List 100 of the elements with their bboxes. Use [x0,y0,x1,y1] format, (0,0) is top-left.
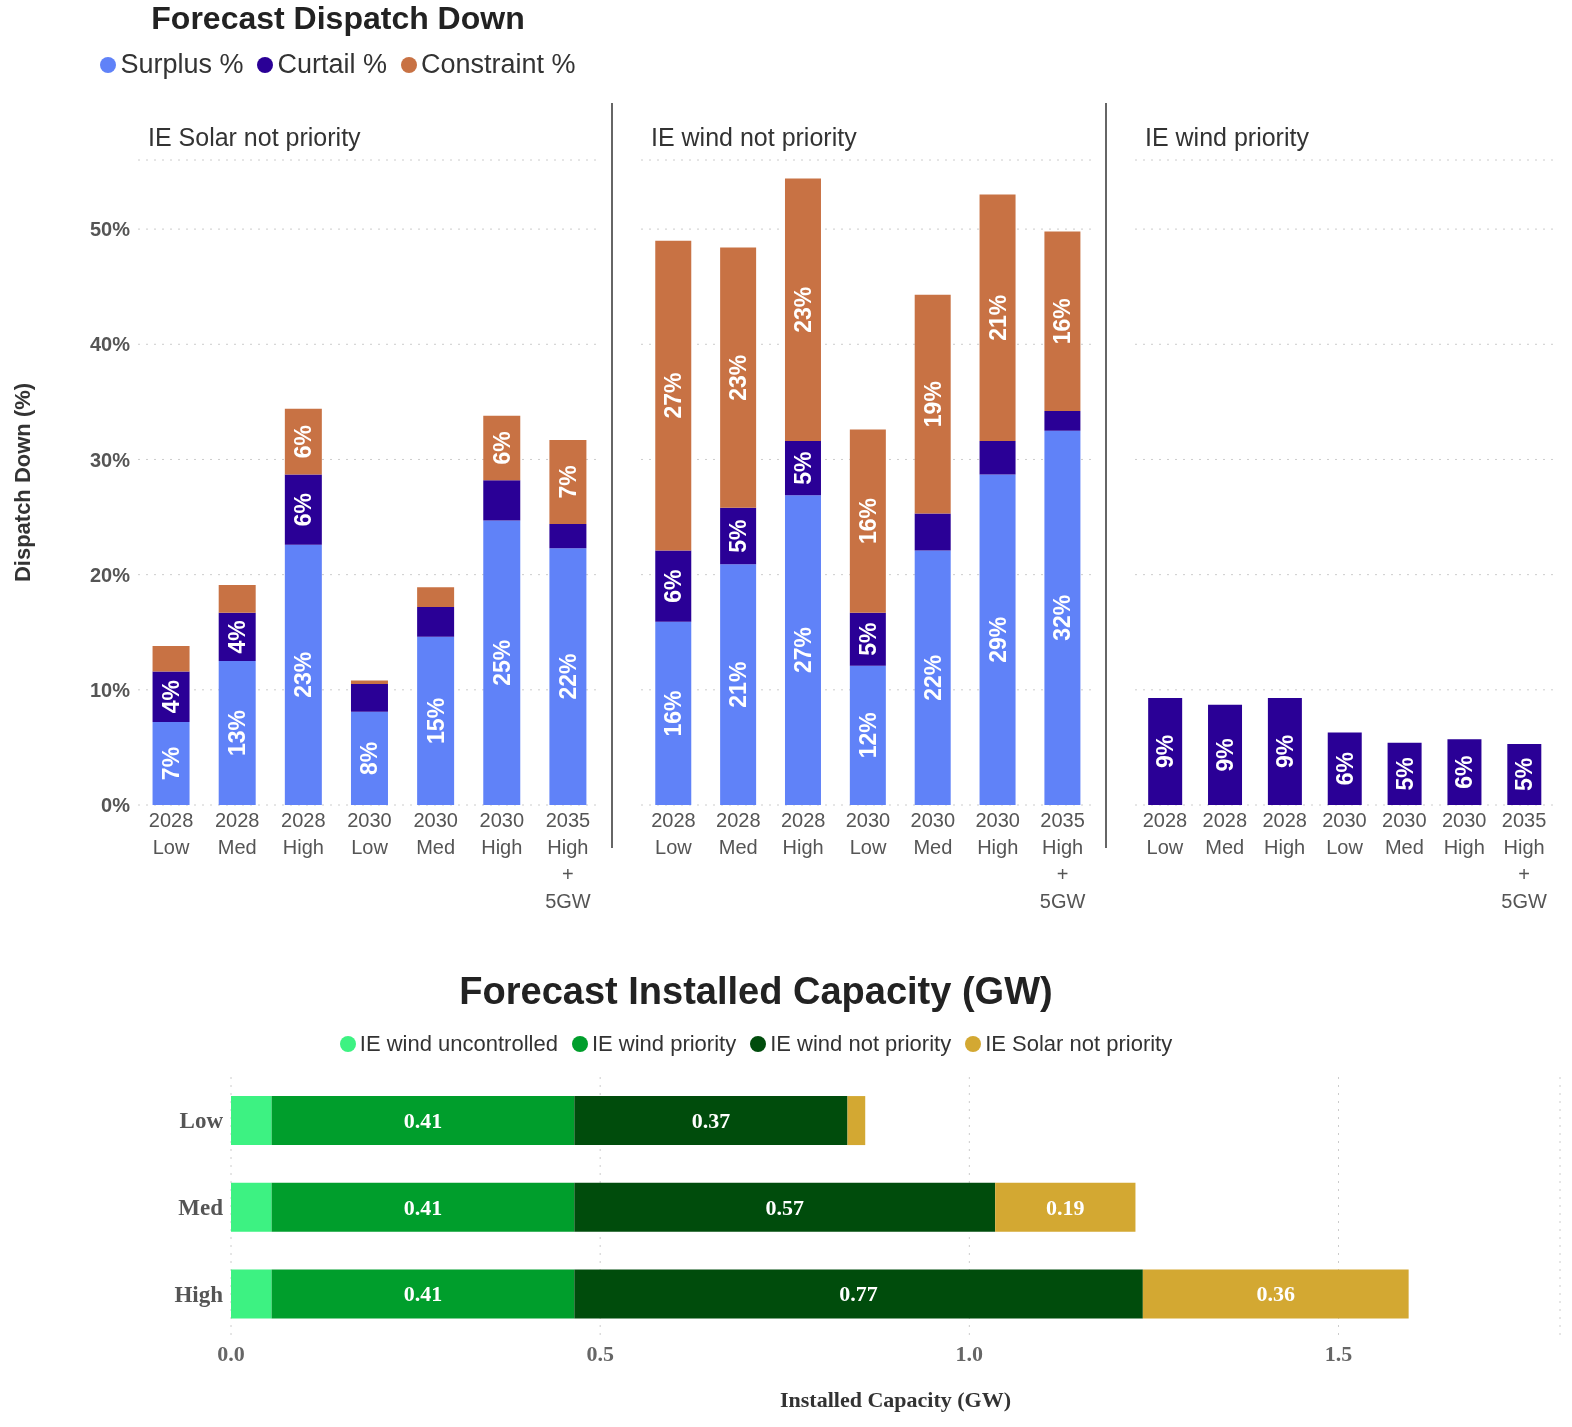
x-tick-label: 2030 High [479,809,525,858]
bar [849,665,886,805]
data-label: 0.41 [403,1281,443,1307]
data-label: 27% [660,372,687,419]
data-label: 23% [789,286,816,333]
data-label: 7% [158,746,185,781]
y-tick-label: 50% [89,218,131,241]
data-label: 9% [1212,738,1239,772]
data-label: 5% [789,451,816,485]
legend-label: IE wind not priority [770,1031,952,1057]
data-label: 0.36 [1256,1281,1295,1307]
data-label: 4% [224,620,251,654]
data-label: 25% [488,639,515,686]
x-tick-label: 2030 Low [1322,809,1367,858]
bar [655,621,692,805]
legend-label: Curtail % [277,49,387,80]
data-label: 22% [919,654,946,701]
legend-label: IE wind priority [591,1031,737,1057]
bar [995,1182,1136,1232]
y-tick-label: Med [178,1195,224,1221]
bar [847,1096,866,1146]
data-label: 0.19 [1046,1194,1085,1220]
data-label: 5% [1511,757,1538,792]
data-label: 16% [1049,298,1076,345]
x-tick-label: 2028 Low [148,809,194,858]
x-tick-label: 1.0 [955,1340,984,1366]
data-label: 16% [660,690,687,737]
x-tick-label: 0.5 [586,1340,614,1366]
y-tick-label: 10% [89,678,131,701]
data-label: 13% [224,709,251,757]
bar [914,294,951,514]
y-tick-label: High [174,1281,224,1307]
bar [549,548,587,805]
y-tick-label: 40% [89,333,131,356]
data-label: 5% [1391,757,1418,791]
bar [979,474,1016,805]
chart-subtitle: IE Solar not priority [148,123,361,152]
x-tick-label: 2035 High + 5GW [545,809,591,912]
legend-label: IE wind uncontrolled [359,1031,558,1057]
data-label: 9% [1271,734,1298,769]
chart-title: Forecast Installed Capacity (GW) [458,970,1054,1013]
x-tick-label: 2028 Med [214,809,260,858]
bar [979,194,1016,442]
x-tick-label: 2030 High [975,809,1020,858]
data-label: 19% [919,381,946,428]
x-tick-label: 2028 High [1262,809,1307,858]
data-label: 16% [854,498,881,545]
data-label: 0.57 [765,1194,804,1220]
bar [1044,231,1081,412]
x-tick-label: 2030 Med [1382,809,1427,858]
legend-label: IE Solar not priority [985,1031,1173,1057]
bar [271,1096,575,1146]
x-tick-label: 0.0 [217,1340,245,1366]
bar [417,636,455,805]
bar [549,523,587,549]
x-axis-title: Installed Capacity (GW) [780,1387,1011,1412]
data-label: 15% [422,697,449,744]
data-label: 22% [554,653,581,700]
data-label: 0.77 [839,1281,878,1307]
bar [231,1096,272,1146]
bar [350,684,388,712]
data-label: 6% [1331,752,1358,786]
data-label: 5% [854,622,881,656]
y-tick-label: 0% [101,794,131,817]
data-label: 7% [554,465,581,499]
x-tick-label: 1.5 [1324,1340,1353,1366]
x-tick-label: 2030 Low [845,809,891,858]
data-label: 5% [725,519,752,553]
bar [231,1182,272,1232]
bar [1142,1269,1409,1319]
x-tick-label: 2028 High [281,809,326,858]
bar [1044,411,1081,431]
bar [1267,697,1302,805]
bar [271,1182,575,1232]
data-label: 27% [789,627,816,674]
y-tick-label: 30% [89,448,131,471]
bar [1148,697,1183,805]
data-label: 29% [984,616,1011,663]
x-tick-label: 2028 High [780,809,826,858]
y-tick-label: Low [179,1108,224,1134]
bar [284,544,322,805]
data-label: 0.41 [403,1108,443,1134]
chart-subtitle: IE wind not priority [651,123,857,152]
y-axis-title: Dispatch Down (%) [9,382,35,583]
chart-subtitle: IE wind priority [1145,123,1309,152]
bar [483,520,521,805]
x-tick-label: 2028 Med [1202,809,1248,858]
data-label: 32% [1049,594,1076,641]
x-tick-label: 2030 Med [910,809,956,858]
chart-title: Forecast Dispatch Down [150,0,526,37]
data-label: 12% [854,712,881,759]
bar [784,495,821,805]
legend-label: Constraint % [421,49,576,80]
data-label: 23% [725,354,752,401]
bar [849,429,886,613]
bar [720,564,757,805]
data-label: 21% [725,661,752,708]
bar [271,1269,575,1319]
bar [574,1182,996,1232]
data-label: 4% [158,680,185,714]
